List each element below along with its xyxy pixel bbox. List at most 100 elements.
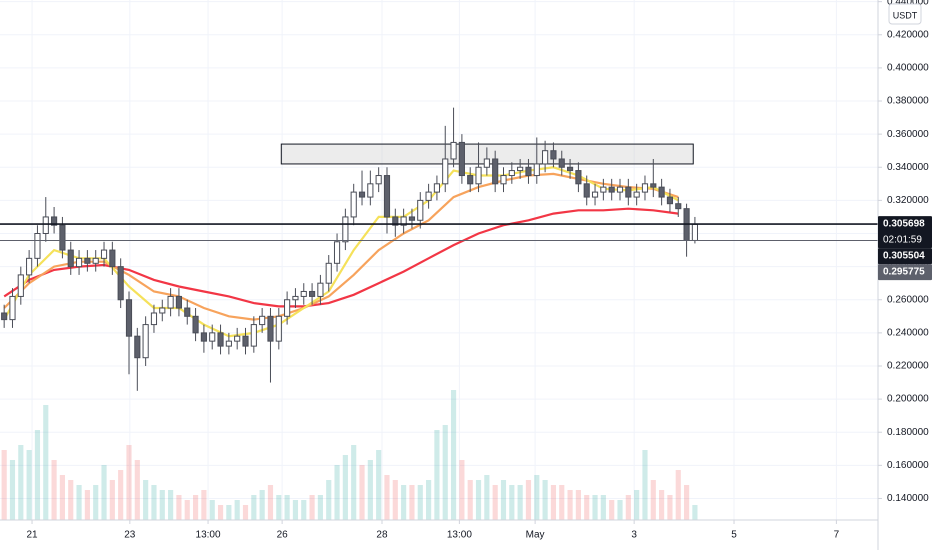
candle-body xyxy=(616,186,624,193)
volume-bar xyxy=(342,455,348,520)
candle-body xyxy=(542,150,549,165)
volume-bar xyxy=(317,495,323,520)
x-tick-label: 26 xyxy=(277,530,289,541)
volume-bar xyxy=(284,495,290,520)
price-tag xyxy=(878,264,932,281)
candle-body xyxy=(383,175,391,218)
y-tick-label: 0.380000 xyxy=(887,96,929,107)
volume-bar xyxy=(409,485,415,520)
candle-body xyxy=(175,295,183,309)
volume-bar xyxy=(592,495,598,520)
candle-body xyxy=(350,191,357,218)
candle-body xyxy=(600,186,607,193)
volume-bar xyxy=(684,485,690,520)
candle-body xyxy=(109,249,116,268)
volume-bar xyxy=(575,490,581,520)
volume-bar xyxy=(359,465,365,520)
volume-bar xyxy=(401,485,407,520)
candle-body xyxy=(184,307,191,317)
candle-body xyxy=(67,249,74,268)
candle-body xyxy=(309,290,316,297)
candle-body xyxy=(342,216,349,243)
volume-bar xyxy=(625,495,631,520)
volume-bar xyxy=(450,390,457,520)
volume-bar xyxy=(475,480,482,520)
candle-body xyxy=(408,216,416,221)
y-tick-label: 0.420000 xyxy=(887,29,929,40)
y-tick-label: 0.400000 xyxy=(887,63,929,74)
moving-average-line xyxy=(3,166,679,338)
candle-body xyxy=(483,158,490,168)
volume-bar xyxy=(442,425,448,520)
candle-body xyxy=(275,315,282,342)
volume-bar xyxy=(692,505,698,520)
x-tick-label: 5 xyxy=(731,530,737,541)
candle-body xyxy=(691,223,698,241)
candle-body xyxy=(433,183,440,193)
volume-bar xyxy=(201,490,207,520)
candle-body xyxy=(575,170,582,185)
candle-body xyxy=(284,299,291,317)
volume-bar xyxy=(384,475,390,520)
volume-bar xyxy=(209,500,215,520)
candle-body xyxy=(34,233,41,259)
volume-bar xyxy=(659,490,665,520)
candle-body xyxy=(159,307,166,314)
volume-bar xyxy=(168,490,174,520)
volume-bar xyxy=(76,485,82,520)
volume-bar xyxy=(367,460,373,520)
candle-body xyxy=(517,166,524,172)
candle-body xyxy=(267,315,274,342)
volume-bar xyxy=(600,495,606,520)
volume-bar xyxy=(118,470,124,520)
candle-body xyxy=(558,158,565,168)
candle-body xyxy=(26,257,33,276)
volume-bar xyxy=(642,450,648,520)
candle-body xyxy=(150,312,158,326)
price-tag xyxy=(878,248,932,265)
price-tag xyxy=(878,216,932,249)
volume-layer xyxy=(1,390,698,520)
currency-label: USDT xyxy=(893,10,918,20)
x-tick-label: 3 xyxy=(631,530,637,541)
volume-bar xyxy=(192,495,199,520)
volume-bar xyxy=(184,500,190,520)
candle-body xyxy=(317,282,324,297)
volume-bar xyxy=(484,475,490,520)
volume-bar xyxy=(134,460,140,520)
volume-bar xyxy=(675,470,681,520)
candle-body xyxy=(417,199,424,221)
volume-bar xyxy=(417,485,423,520)
volume-bar xyxy=(542,480,548,520)
volume-bar xyxy=(143,480,149,520)
moving-average-line xyxy=(3,172,679,321)
x-tick-label: 13:00 xyxy=(196,530,221,541)
volume-bar xyxy=(34,430,41,520)
candle-body xyxy=(625,186,632,198)
volume-bar xyxy=(101,465,107,520)
volume-bar xyxy=(309,495,315,520)
candle-body xyxy=(167,295,174,309)
candle-body xyxy=(475,166,482,185)
volume-bar xyxy=(51,460,57,520)
volume-bar xyxy=(84,490,90,520)
currency-box[interactable] xyxy=(888,3,922,25)
volume-bar xyxy=(426,480,432,520)
candle-body xyxy=(234,335,241,342)
x-tick-label: 28 xyxy=(376,530,388,541)
candle-body xyxy=(92,257,99,264)
volume-bar xyxy=(434,430,440,520)
y-tick-label: 0.360000 xyxy=(887,129,929,140)
volume-bar xyxy=(500,480,507,520)
candle-body xyxy=(450,141,457,160)
volume-bar xyxy=(151,485,157,520)
volume-bar xyxy=(376,450,382,520)
volume-bar xyxy=(525,480,532,520)
candle-body xyxy=(375,175,382,185)
candle-body xyxy=(134,335,141,359)
volume-bar xyxy=(226,505,232,520)
candle-body xyxy=(608,186,615,193)
volume-bar xyxy=(492,485,498,520)
